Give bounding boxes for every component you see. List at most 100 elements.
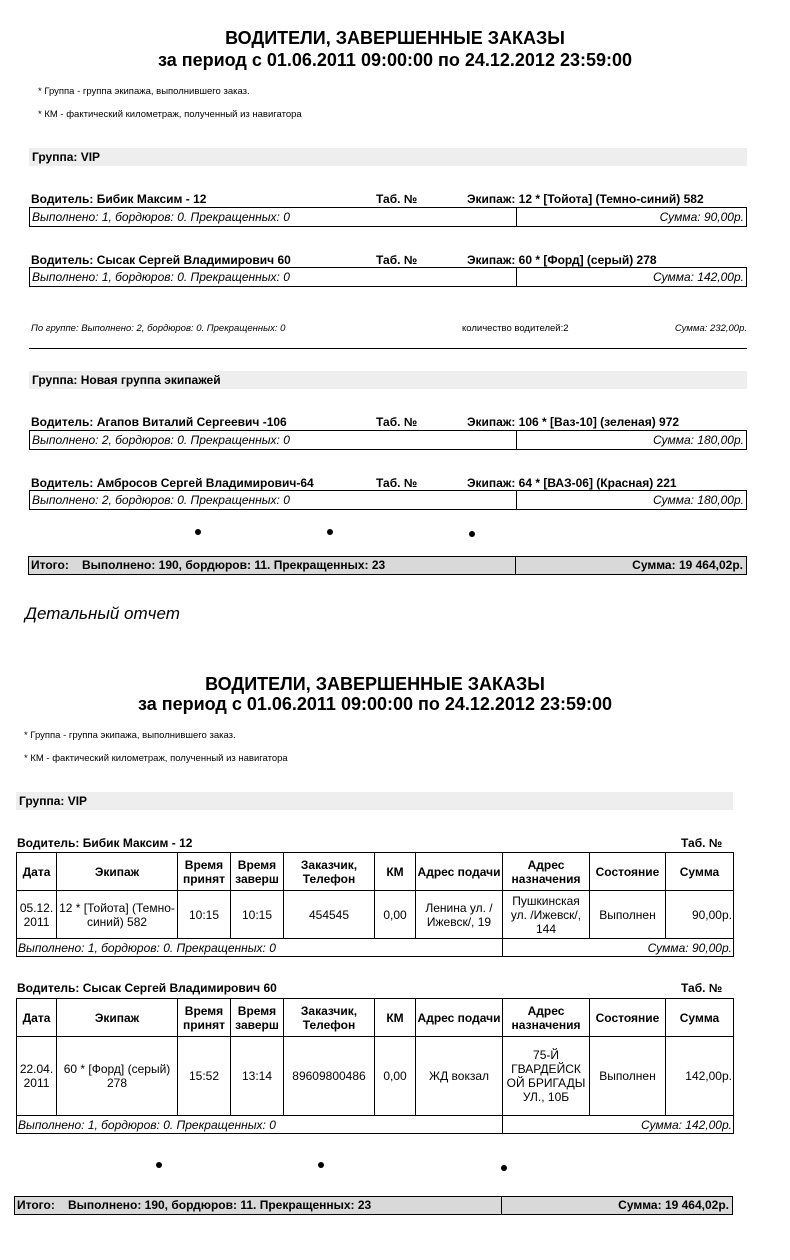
column-header: Состояние — [589, 852, 666, 891]
report-period: за период с 01.06.2011 09:00:00 по 24.12… — [157, 50, 633, 70]
driver-stats-box: Выполнено: 2, бордюров: 0. Прекращенных:… — [29, 490, 747, 510]
driver-stats: Выполнено: 1, бордюров: 0. Прекращенных:… — [16, 1115, 503, 1134]
column-header: Заказчик, Телефон — [283, 998, 375, 1037]
divider — [515, 557, 516, 574]
detail-caption: Детальный отчет — [25, 604, 180, 623]
table-cell: 142,00р. — [665, 1036, 734, 1116]
column-header: Дата — [16, 998, 57, 1037]
tab-number-label: Таб. № — [681, 836, 723, 850]
column-header: Дата — [16, 852, 57, 891]
table-cell: 75-Й ГВАРДЕЙСК ОЙ БРИГАДЫ УЛ., 10Б — [502, 1036, 590, 1116]
driver-stats-box: Выполнено: 2, бордюров: 0. Прекращенных:… — [29, 430, 747, 450]
table-cell: ЖД вокзал — [415, 1036, 503, 1116]
table-cell: Пушкинская ул. /Ижевск/, 144 — [502, 890, 590, 939]
tab-number-label: Таб. № — [376, 253, 418, 267]
column-header: Адрес назначения — [502, 998, 590, 1037]
ellipsis-dot — [327, 529, 333, 535]
crew-info: Экипаж: 64 * [ВАЗ-06] (Красная) 221 — [467, 476, 677, 490]
driver-name: Водитель: Амбросов Сергей Владимирович-6… — [31, 476, 314, 490]
table-cell: 0,00 — [374, 890, 416, 939]
column-header: Сумма — [665, 852, 734, 891]
driver-stats-box: Выполнено: 1, бордюров: 0. Прекращенных:… — [29, 207, 747, 227]
column-header: Адрес назначения — [502, 852, 590, 891]
table-cell: 454545 — [283, 890, 375, 939]
table-cell: 10:15 — [177, 890, 231, 939]
table-cell: 05.12. 2011 — [16, 890, 57, 939]
table-cell: 12 * [Тойота] (Темно-синий) 582 — [56, 890, 178, 939]
driver-stats: Выполнено: 1, бордюров: 0. Прекращенных:… — [16, 938, 503, 957]
ellipsis-dot — [469, 531, 475, 537]
table-row: 22.04. 2011 60 * [Форд] (серый) 278 15:52 1… — [16, 1036, 734, 1116]
column-header: Сумма — [665, 998, 734, 1037]
crew-info: Экипаж: 12 * [Тойота] (Темно-синий) 582 — [467, 192, 704, 206]
table-cell: 15:52 — [177, 1036, 231, 1116]
table-cell: 0,00 — [374, 1036, 416, 1116]
table-footer-row: Выполнено: 1, бордюров: 0. Прекращенных:… — [16, 1115, 734, 1134]
column-header: Адрес подачи — [415, 998, 503, 1037]
column-header: Время принят — [177, 998, 231, 1037]
report-title: ВОДИТЕЛИ, ЗАВЕРШЕННЫЕ ЗАКАЗЫ — [225, 28, 565, 48]
driver-sum: Сумма: 180,00р. — [652, 433, 744, 447]
table-cell: 10:15 — [230, 890, 284, 939]
table-cell: Выполнен — [589, 1036, 666, 1116]
detail-report-title: ВОДИТЕЛИ, ЗАВЕРШЕННЫЕ ЗАКАЗЫ — [205, 674, 545, 694]
total-sum: Сумма: 19 464,02р. — [632, 558, 743, 572]
group-header: Группа: VIP — [16, 792, 733, 810]
detail-report-period: за период с 01.06.2011 09:00:00 по 24.12… — [137, 694, 613, 714]
column-header: КМ — [374, 998, 416, 1037]
group-header: Группа: VIP — [29, 148, 747, 166]
driver-stats: Выполнено: 1, бордюров: 0. Прекращенных:… — [32, 210, 290, 224]
table-cell: Выполнен — [589, 890, 666, 939]
ellipsis-dot — [501, 1165, 507, 1171]
divider — [516, 491, 517, 509]
table-cell: Ленина ул. /Ижевск/, 19 — [415, 890, 503, 939]
driver-sum: Сумма: 180,00р. — [652, 493, 744, 507]
divider — [501, 1197, 502, 1214]
driver-stats: Выполнено: 1, бордюров: 0. Прекращенных:… — [32, 270, 290, 284]
total-label: Итого: — [17, 1198, 55, 1212]
detail-total-bar: Итого: Выполнено: 190, бордюров: 11. Пре… — [14, 1196, 733, 1215]
column-header: Время заверш — [230, 998, 284, 1037]
table-header-row: Дата Экипаж Время принят Время заверш Заказч… — [16, 852, 734, 891]
total-sum: Сумма: 19 464,02р. — [618, 1198, 729, 1212]
orders-table: Дата Экипаж Время принят Время заверш Заказч… — [16, 998, 734, 1134]
driver-name: Водитель: Бибик Максим - 12 — [31, 192, 207, 206]
column-header: Время принят — [177, 852, 231, 891]
driver-name: Водитель: Сысак Сергей Владимирович 60 — [31, 253, 291, 267]
crew-info: Экипаж: 106 * [Ваз-10] (зеленая) 972 — [467, 415, 680, 429]
total-stats: Выполнено: 190, бордюров: 11. Прекращенн… — [82, 558, 386, 572]
group-sum: Сумма: 232,00р. — [674, 323, 747, 334]
ellipsis-dot — [318, 1162, 324, 1168]
column-header: Адрес подачи — [415, 852, 503, 891]
table-footer-row: Выполнено: 1, бордюров: 0. Прекращенных:… — [16, 938, 734, 957]
driver-name: Водитель: Агапов Виталий Сергеевич -106 — [31, 415, 287, 429]
total-label: Итого: — [31, 558, 69, 572]
crew-info: Экипаж: 60 * [Форд] (серый) 278 — [467, 253, 657, 267]
column-header: Экипаж — [56, 998, 178, 1037]
divider — [516, 268, 517, 286]
note-group: * Группа - группа экипажа, выполнившего … — [24, 730, 236, 741]
group-driver-count: количество водителей:2 — [462, 323, 569, 334]
ellipsis-dot — [156, 1162, 162, 1168]
column-header: Время заверш — [230, 852, 284, 891]
tab-number-label: Таб. № — [376, 415, 418, 429]
driver-stats: Выполнено: 2, бордюров: 0. Прекращенных:… — [32, 493, 290, 507]
note-km: * КМ - фактический километраж, полученны… — [24, 753, 288, 764]
tab-number-label: Таб. № — [681, 981, 723, 995]
tab-number-label: Таб. № — [376, 192, 418, 206]
table-cell: 89609800486 — [283, 1036, 375, 1116]
table-cell: 22.04. 2011 — [16, 1036, 57, 1116]
ellipsis-dot — [195, 529, 201, 535]
column-header: Заказчик, Телефон — [283, 852, 375, 891]
column-header: Экипаж — [56, 852, 178, 891]
driver-name: Водитель: Сысак Сергей Владимирович 60 — [17, 981, 277, 995]
divider — [516, 431, 517, 449]
table-header-row: Дата Экипаж Время принят Время заверш Заказч… — [16, 998, 734, 1037]
divider — [516, 208, 517, 226]
group-header: Группа: Новая группа экипажей — [29, 371, 747, 389]
total-stats: Выполнено: 190, бордюров: 11. Прекращенн… — [68, 1198, 372, 1212]
divider — [29, 348, 747, 349]
group-stats: По группе: Выполнено: 2, бордюров: 0. Пр… — [31, 323, 286, 334]
driver-sum: Сумма: 142,00р. — [502, 1115, 734, 1134]
